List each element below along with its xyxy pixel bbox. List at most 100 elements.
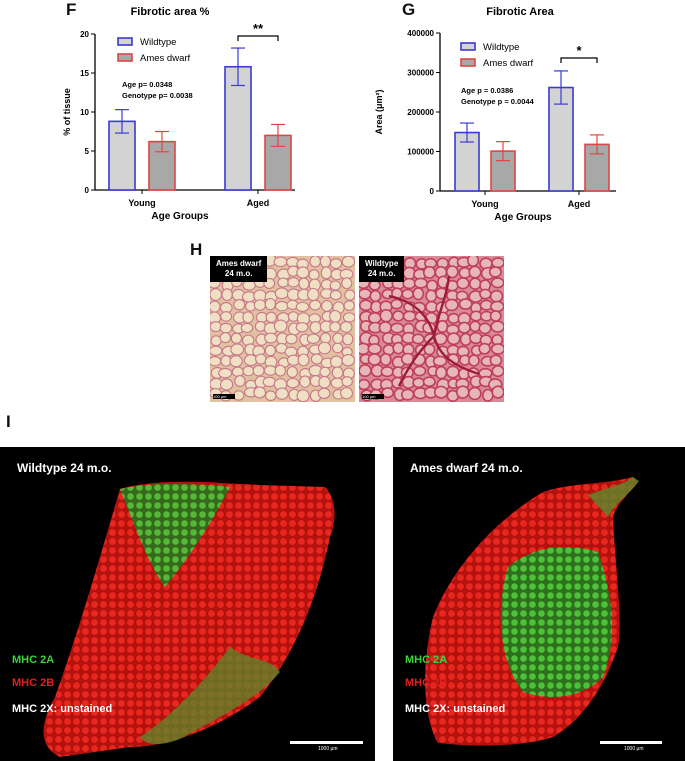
muscle-fiber xyxy=(210,300,221,313)
muscle-fiber xyxy=(367,312,382,324)
muscle-fiber xyxy=(390,298,403,310)
muscle-fiber xyxy=(287,277,300,288)
muscle-fiber xyxy=(359,288,372,300)
muscle-fiber xyxy=(252,364,265,377)
muscle-fiber xyxy=(255,353,267,365)
muscle-fiber xyxy=(264,297,276,311)
chart-title: Fibrotic area % xyxy=(131,6,210,18)
muscle-fiber xyxy=(286,377,300,389)
histology-texture-ames xyxy=(210,256,355,402)
muscle-fiber xyxy=(219,378,234,391)
legend-mhc-2b: MHC 2B xyxy=(405,677,448,689)
muscle-fiber xyxy=(330,377,344,389)
histology-tag-wildtype: Wildtype 24 m.o. xyxy=(359,256,405,282)
panel-label-f: F xyxy=(66,0,77,19)
muscle-fiber xyxy=(342,312,355,323)
muscle-fiber xyxy=(329,355,343,369)
legend-mhc-2x: MHC 2X: unstained xyxy=(12,703,113,715)
muscle-fiber xyxy=(329,290,342,301)
histology-image-wildtype: Wildtype 24 m.o. 100 μm xyxy=(359,256,504,402)
muscle-fiber xyxy=(401,288,414,300)
muscle-fiber xyxy=(331,366,344,379)
muscle-fiber xyxy=(274,364,286,377)
stats-annotation: Age p= 0.0348 xyxy=(122,80,172,89)
chart-fibrotic-area-percent: Fibrotic area % 0 5 10 15 20 % of tissue Young A… xyxy=(62,6,295,222)
bar-ames-dwarf xyxy=(264,134,292,191)
muscle-fiber xyxy=(332,332,344,345)
muscle-fiber xyxy=(264,332,278,344)
muscle-fiber xyxy=(309,321,322,334)
muscle-fiber xyxy=(233,299,246,311)
significance-stars: ** xyxy=(253,21,264,36)
muscle-fiber xyxy=(490,320,504,333)
bar-wildtype xyxy=(224,65,252,191)
muscle-fiber xyxy=(380,366,395,378)
muscle-fiber xyxy=(422,376,436,388)
muscle-fiber xyxy=(321,299,333,312)
muscle-fiber xyxy=(317,341,332,355)
muscle-fiber xyxy=(309,256,321,268)
y-tick-label: 300000 xyxy=(407,69,434,78)
y-axis-label: % of tissue xyxy=(62,88,72,136)
muscle-fiber xyxy=(359,378,371,391)
muscle-fiber xyxy=(392,341,405,355)
muscle-fiber xyxy=(436,319,449,334)
y-axis-label: Area (μm²) xyxy=(374,89,384,134)
x-tick-label: Aged xyxy=(247,198,270,208)
muscle-fiber xyxy=(306,287,320,302)
muscle-fiber xyxy=(273,256,288,268)
histology-tag-line2: 24 m.o. xyxy=(367,269,396,278)
y-tick-label: 400000 xyxy=(407,29,434,38)
muscle-fiber xyxy=(412,377,425,389)
muscle-fiber xyxy=(240,322,254,334)
muscle-fiber xyxy=(433,385,449,399)
muscle-fiber xyxy=(332,342,344,354)
muscle-fiber xyxy=(310,353,323,365)
muscle-fiber xyxy=(273,319,288,333)
muscle-fiber xyxy=(490,300,504,313)
stats-annotation: Genotype p = 0.0044 xyxy=(461,97,535,106)
muscle-fiber xyxy=(390,322,405,334)
muscle-fiber xyxy=(469,320,481,333)
muscle-fiber xyxy=(274,287,289,300)
muscle-fiber xyxy=(400,388,415,401)
muscle-fiber xyxy=(309,299,322,311)
muscle-fiber xyxy=(478,322,492,335)
muscle-fiber xyxy=(413,277,428,289)
muscle-fiber xyxy=(306,333,321,344)
x-axis-label: Age Groups xyxy=(494,212,552,223)
panel-label-h: H xyxy=(190,240,203,259)
muscle-fiber xyxy=(242,280,256,291)
muscle-fiber xyxy=(413,365,427,377)
muscle-fiber xyxy=(218,367,233,379)
muscle-fiber xyxy=(381,387,395,399)
muscle-fiber xyxy=(457,321,471,334)
muscle-fiber xyxy=(241,291,256,303)
muscle-fiber xyxy=(329,280,341,291)
histology-image-ames-dwarf: Ames dwarf 24 m.o. 100 μm xyxy=(210,256,355,402)
muscle-fiber xyxy=(308,269,320,281)
muscle-fiber xyxy=(262,376,277,388)
muscle-fiber xyxy=(319,366,331,378)
muscle-fiber xyxy=(491,257,504,269)
muscle-fiber xyxy=(489,289,504,303)
muscle-fiber xyxy=(466,256,480,268)
legend-label: Wildtype xyxy=(483,42,519,53)
legend-label: Ames dwarf xyxy=(483,58,534,69)
muscle-fiber xyxy=(482,388,494,402)
muscle-fiber xyxy=(298,277,310,290)
muscle-fiber xyxy=(446,332,461,346)
muscle-fiber xyxy=(319,256,332,268)
muscle-fiber xyxy=(489,354,503,367)
muscle-fiber xyxy=(359,364,372,378)
muscle-fiber xyxy=(329,321,341,333)
legend-mhc-2x: MHC 2X: unstained xyxy=(405,703,506,715)
muscle-fiber xyxy=(359,299,373,312)
stats-annotation: Genotype p= 0.0038 xyxy=(122,91,193,100)
muscle-fiber xyxy=(220,311,233,322)
muscle-fiber xyxy=(467,386,482,401)
legend-label: Ames dwarf xyxy=(140,53,191,64)
muscle-fiber xyxy=(219,332,232,344)
muscle-fiber xyxy=(444,298,459,312)
histology-tag-line1: Wildtype xyxy=(365,259,399,268)
